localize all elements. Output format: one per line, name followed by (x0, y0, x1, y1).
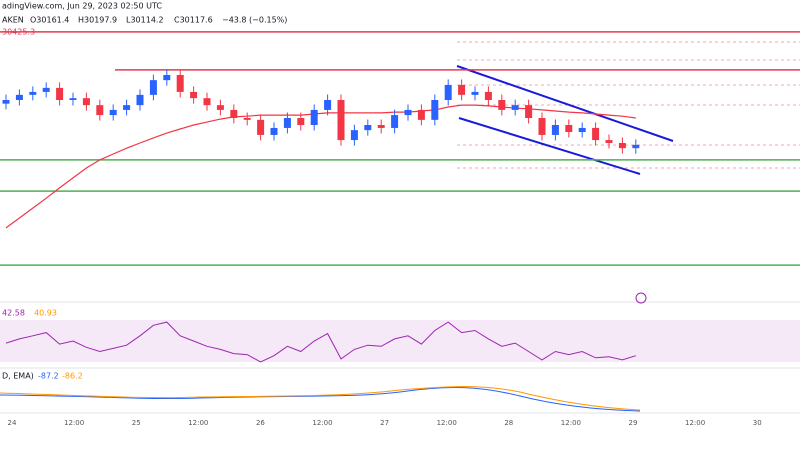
alert-icon[interactable] (635, 292, 647, 304)
candle-body (136, 94, 144, 106)
candle-body (605, 140, 613, 144)
candle-body (525, 105, 533, 119)
source: adingView.com, Jun 29, 2023 02:50 UTC (2, 2, 162, 11)
ohlc-value: L30114.2 (126, 16, 164, 25)
x-tick-label: 12:00 (437, 419, 457, 427)
candle-body (69, 98, 77, 100)
candle-body (618, 143, 626, 149)
rsi-label: 42.58 (2, 309, 25, 318)
candle-body (82, 98, 90, 106)
ohlc-value: C30117.6 (174, 16, 213, 25)
candle-body (176, 75, 184, 92)
candle-body (163, 75, 171, 81)
candle-body (565, 125, 573, 132)
candle-body (484, 91, 492, 100)
candle-body (203, 98, 211, 106)
candle-body (56, 87, 64, 100)
x-tick-label: 29 (629, 419, 638, 427)
candle-body (377, 125, 385, 128)
candle-body (350, 130, 358, 141)
x-tick-label: 26 (256, 419, 265, 427)
candle-body (283, 118, 291, 128)
candle-body (592, 127, 600, 141)
candle-body (190, 91, 198, 99)
candle-body (270, 127, 278, 135)
ohlc-value: −43.8 (−0.15%) (222, 16, 287, 25)
x-tick-label: 24 (8, 419, 17, 427)
x-tick-label: 25 (132, 419, 141, 427)
macd-label: -86.2 (62, 372, 83, 381)
candle-body (15, 94, 23, 100)
candle-body (578, 127, 586, 132)
rsi-label: 40.93 (34, 309, 57, 318)
macd-label: D, EMA) (2, 372, 34, 381)
candle-body (310, 109, 318, 125)
candle-body (257, 119, 265, 135)
ohlc-value: O30161.4 (30, 16, 69, 25)
x-tick-label: 12:00 (561, 419, 581, 427)
candle-body (96, 105, 104, 116)
candle-body (538, 118, 546, 135)
macd-signal (0, 386, 641, 411)
candle-body (2, 100, 10, 104)
candle-body (29, 91, 37, 95)
candle-body (498, 100, 506, 110)
x-tick-label: 27 (380, 419, 389, 427)
candle-body (337, 100, 345, 141)
candle-body (109, 109, 117, 116)
candle-body (458, 84, 466, 95)
candle-body (417, 109, 425, 120)
x-tick-label: 30 (753, 419, 762, 427)
macd-line (0, 386, 641, 412)
trend-line (458, 117, 641, 175)
rsi-band (0, 320, 800, 362)
candle-body (431, 100, 439, 120)
macd-label: -87.2 (38, 372, 59, 381)
candle-body (149, 80, 157, 95)
candle-body (123, 105, 131, 110)
x-tick-label: 12:00 (64, 419, 84, 427)
candle-body (216, 105, 224, 110)
candle-body (511, 105, 519, 110)
candle-body (364, 125, 372, 131)
candle-body (444, 84, 452, 100)
candle-body (297, 118, 305, 125)
candle-body (551, 125, 559, 135)
candle-body (632, 144, 640, 149)
candle-body (471, 91, 479, 95)
candle-body (391, 115, 399, 128)
x-tick-label: 12:00 (312, 419, 332, 427)
symbol: AKEN (2, 16, 24, 25)
x-tick-label: 28 (504, 419, 513, 427)
candle-body (42, 87, 50, 92)
x-tick-label: 12:00 (188, 419, 208, 427)
candle-body (243, 118, 251, 120)
candle-body (404, 109, 412, 116)
trend-line (456, 65, 674, 142)
x-tick-label: 12:00 (685, 419, 705, 427)
rsi-line (5, 321, 636, 363)
candle-body (324, 100, 332, 110)
ohlc-value: H30197.9 (78, 16, 117, 25)
candle-body (230, 109, 238, 119)
